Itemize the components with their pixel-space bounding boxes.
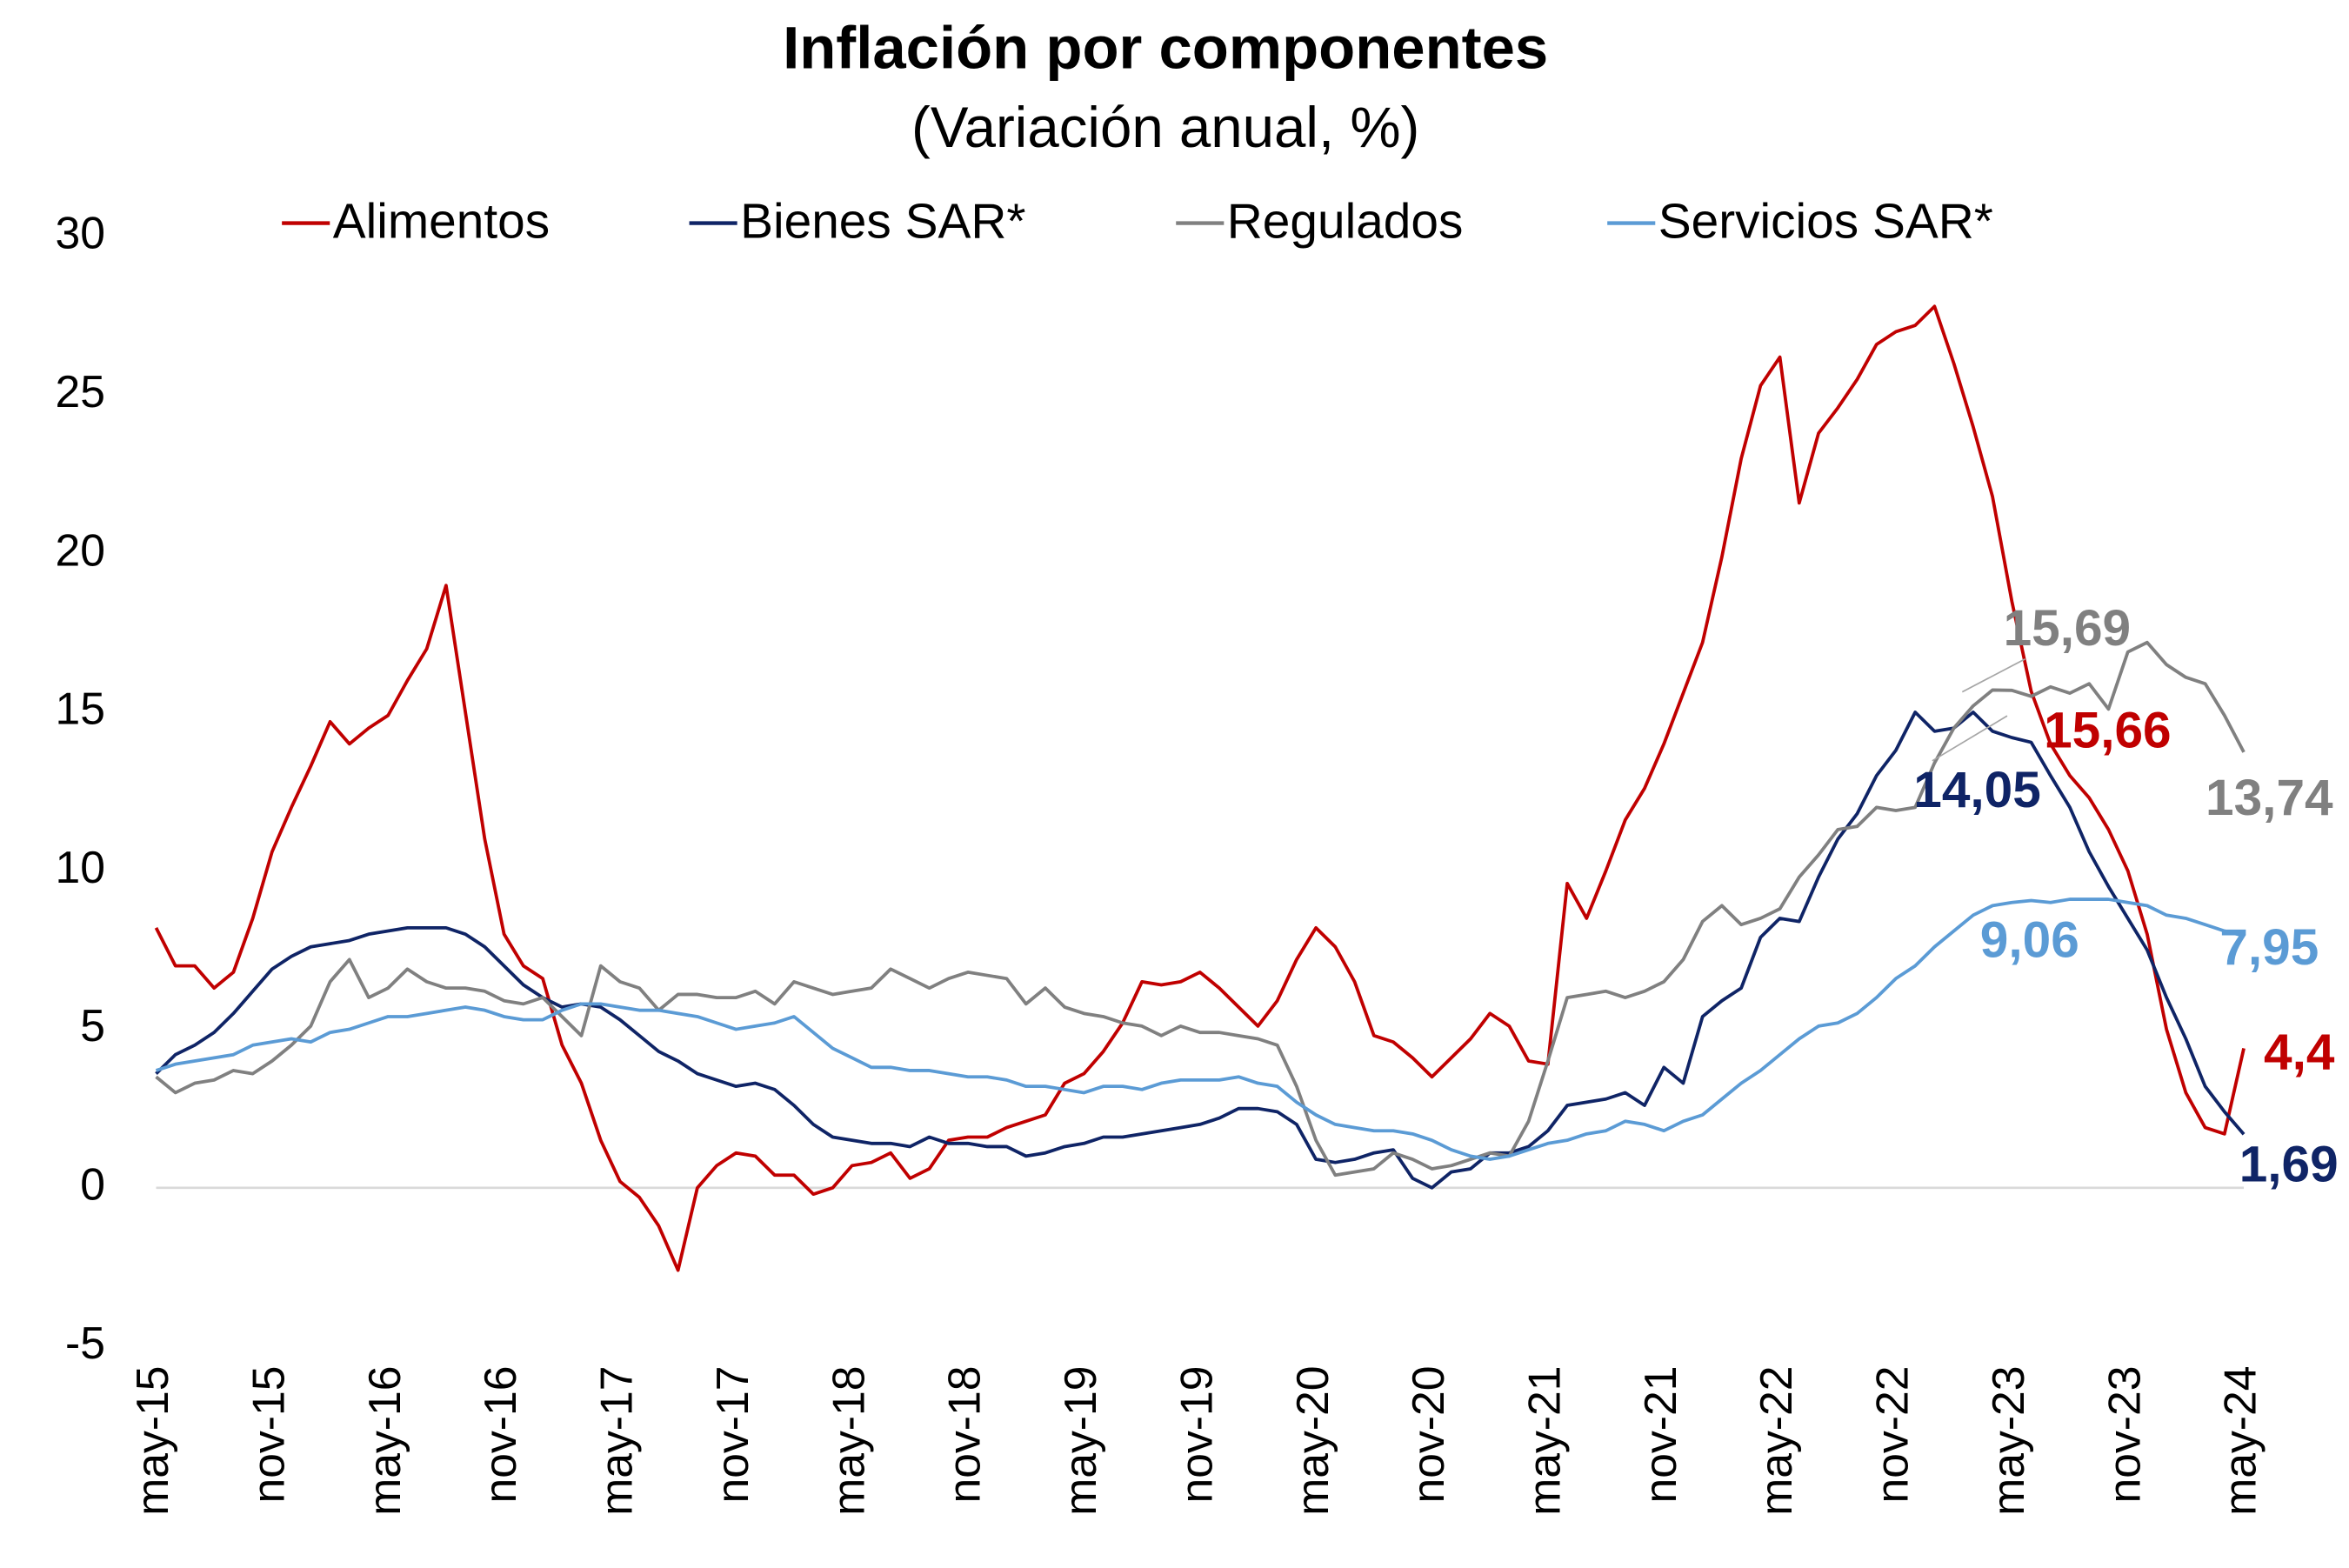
x-tick-label: may-20 [1287,1366,1338,1516]
data-label: 14,05 [1913,762,2041,818]
data-label: 15,66 [2044,702,2172,758]
y-tick-label: 10 [55,842,104,892]
chart-title: Inflación por componentes [783,14,1548,81]
series-line [155,897,2245,1161]
y-tick-label: 5 [80,1000,105,1051]
y-tick-label: 20 [55,524,104,575]
legend-label: Servicios SAR* [1658,194,1993,249]
data-label: 4,4 [2264,1024,2335,1081]
y-tick-label: 15 [55,684,104,734]
x-tick-label: nov-18 [939,1366,990,1504]
x-tick-label: may-18 [823,1366,873,1516]
series-line [155,640,2246,1178]
data-label: 13,74 [2206,770,2333,826]
data-label: 15,69 [2004,600,2132,657]
y-tick-label: -5 [65,1318,105,1368]
legend-label: Bienes SAR* [740,194,1025,249]
data-label: 9,06 [1980,911,2079,968]
y-tick-label: 30 [55,208,104,258]
leader-line [1961,657,2026,693]
x-tick-label: may-19 [1055,1366,1105,1516]
legend-label: Alimentos [333,194,550,249]
series-line [154,304,2246,1272]
x-tick-label: may-22 [1751,1366,1801,1516]
x-tick-label: may-15 [127,1366,177,1516]
x-tick-label: nov-16 [475,1366,525,1504]
x-tick-label: may-21 [1519,1366,1570,1516]
x-tick-label: may-16 [359,1366,410,1516]
leader-line [1932,715,2008,762]
x-tick-label: nov-20 [1403,1366,1453,1504]
x-tick-label: nov-17 [707,1366,757,1504]
series-line [155,711,2246,1190]
data-label: 1,69 [2239,1137,2339,1193]
chart-subtitle: (Variación anual, %) [911,96,1419,159]
data-label: 7,95 [2219,919,2319,976]
y-tick-label: 0 [80,1158,105,1209]
x-tick-label: nov-21 [1635,1366,1685,1504]
y-tick-label: 25 [55,366,104,417]
x-tick-label: nov-22 [1867,1366,1918,1504]
x-tick-label: may-24 [2215,1366,2266,1516]
x-tick-label: may-17 [591,1366,642,1516]
x-tick-label: may-23 [1983,1366,2033,1516]
legend-label: Regulados [1227,194,1464,249]
x-tick-label: nov-19 [1171,1366,1221,1504]
x-tick-label: nov-15 [244,1366,294,1504]
x-tick-label: nov-23 [2099,1366,2149,1504]
